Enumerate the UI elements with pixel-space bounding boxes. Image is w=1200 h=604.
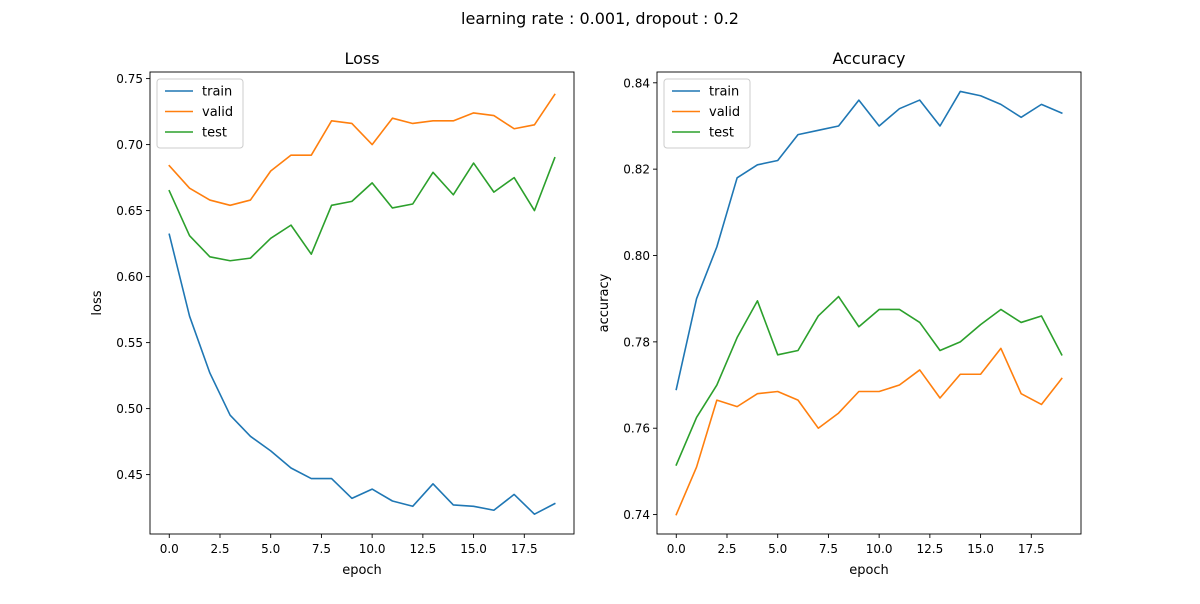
chart1-ytick-label: 0.55 (116, 336, 143, 350)
chart1-series-valid-line (168, 93, 556, 207)
chart1-legend: train valid test (156, 78, 244, 149)
chart2-panel: 0.0 2.5 5.0 7.5 10.0 12.5 15.0 17.5 0.74 0.76 0.78… (597, 49, 1082, 578)
chart1-legend-label-valid: valid (202, 105, 233, 120)
chart2-xtick-label: 10.0 (866, 542, 893, 556)
chart1-xtick-label: 2.5 (210, 542, 229, 556)
figure-title: learning rate : 0.001, dropout : 0.2 (461, 9, 739, 28)
chart1-ytick-label: 0.50 (116, 402, 143, 416)
chart1-xtick-label: 7.5 (312, 542, 331, 556)
chart1-xtick-label: 0.0 (160, 542, 179, 556)
chart1-xtick-label: 17.5 (511, 542, 538, 556)
chart1-legend-label-train: train (202, 85, 232, 100)
chart2-ytick-label: 0.76 (623, 422, 650, 436)
chart2-ytick-label: 0.82 (623, 163, 650, 177)
chart2-series-test-line (675, 295, 1063, 466)
chart1-ytick-label: 0.75 (116, 72, 143, 86)
chart2-xtick-label: 17.5 (1018, 542, 1045, 556)
chart2-xtick-label: 7.5 (819, 542, 838, 556)
chart2-title: Accuracy (832, 49, 905, 68)
chart1-xtick-label: 12.5 (410, 542, 437, 556)
chart2-xtick-label: 12.5 (917, 542, 944, 556)
chart2-xtick-label: 0.0 (667, 542, 686, 556)
chart2-ytick-label: 0.78 (623, 335, 650, 349)
chart1-ytick-label: 0.60 (116, 270, 143, 284)
chart1-axes-frame (149, 71, 575, 535)
chart1-ytick-label: 0.70 (116, 138, 143, 152)
chart2-xtick-label: 2.5 (717, 542, 736, 556)
chart2-legend: train valid test (663, 78, 751, 149)
chart1-series-test-line (168, 156, 556, 262)
chart1-series-train-line (168, 233, 556, 516)
chart1-ylabel: loss (90, 290, 105, 315)
chart1-xlabel: epoch (342, 563, 382, 578)
chart1-ytick-label: 0.65 (116, 204, 143, 218)
chart2-ytick-label: 0.74 (623, 508, 650, 522)
chart2-series-train-line (675, 90, 1063, 391)
chart1-xtick-label: 10.0 (359, 542, 386, 556)
chart2-xlabel: epoch (849, 563, 889, 578)
chart1-legend-label-test: test (202, 126, 227, 141)
chart2-legend-label-train: train (709, 85, 739, 100)
chart1-panel: 0.0 2.5 5.0 7.5 10.0 12.5 15.0 17.5 0.45 0.50 0.55… (90, 49, 575, 578)
chart2-ytick-label: 0.84 (623, 76, 650, 90)
chart2-xtick-label: 5.0 (768, 542, 787, 556)
chart2-series-valid-line (675, 347, 1063, 516)
chart1-xtick-label: 15.0 (460, 542, 487, 556)
chart2-ylabel: accuracy (597, 273, 612, 332)
chart1-ytick-label: 0.45 (116, 468, 143, 482)
chart2-legend-label-test: test (709, 126, 734, 141)
chart2-legend-label-valid: valid (709, 105, 740, 120)
chart2-ytick-label: 0.80 (623, 249, 650, 263)
chart2-xtick-label: 15.0 (967, 542, 994, 556)
chart2-legend-frame (663, 78, 751, 149)
chart1-xtick-label: 5.0 (261, 542, 280, 556)
chart2-axes-frame (656, 71, 1082, 535)
chart1-title: Loss (344, 49, 379, 68)
chart1-legend-frame (156, 78, 244, 149)
